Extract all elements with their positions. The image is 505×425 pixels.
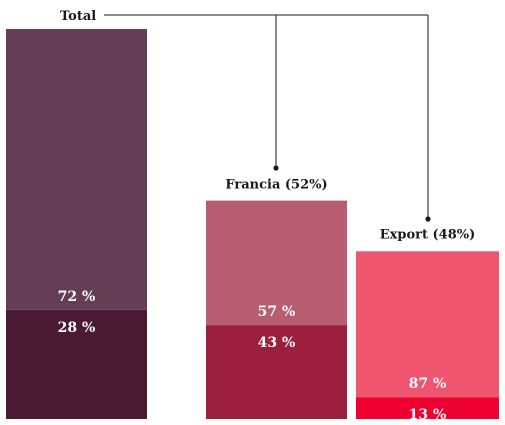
category-label-3: Export (48%) — [380, 227, 476, 242]
bar-segment-1-2 — [6, 29, 147, 310]
connector-dot-export — [425, 216, 431, 222]
bar-segment-1-1 — [6, 309, 147, 419]
bar-segment-3-1 — [356, 397, 499, 419]
bars — [6, 29, 499, 419]
labels: 28 % 72 % 43 % 57 % 13 % 87 % Total Francia (52… — [58, 9, 476, 423]
segment-label-1-2: 72 % — [58, 289, 96, 305]
segment-label-2-1: 43 % — [258, 335, 296, 351]
segment-label-3-2: 87 % — [409, 376, 447, 392]
bar-segment-3-2 — [356, 251, 499, 398]
category-label-1: Total — [60, 9, 96, 24]
segment-label-2-2: 57 % — [258, 304, 296, 320]
bar-segment-2-1 — [206, 325, 347, 419]
segment-label-1-1: 28 % — [58, 320, 96, 336]
connector-lines — [104, 14, 431, 222]
segment-label-3-1: 13 % — [409, 407, 447, 423]
category-label-2: Francia (52%) — [225, 178, 327, 193]
connector-dot-francia — [273, 165, 279, 171]
bar-segment-2-2 — [206, 200, 347, 326]
